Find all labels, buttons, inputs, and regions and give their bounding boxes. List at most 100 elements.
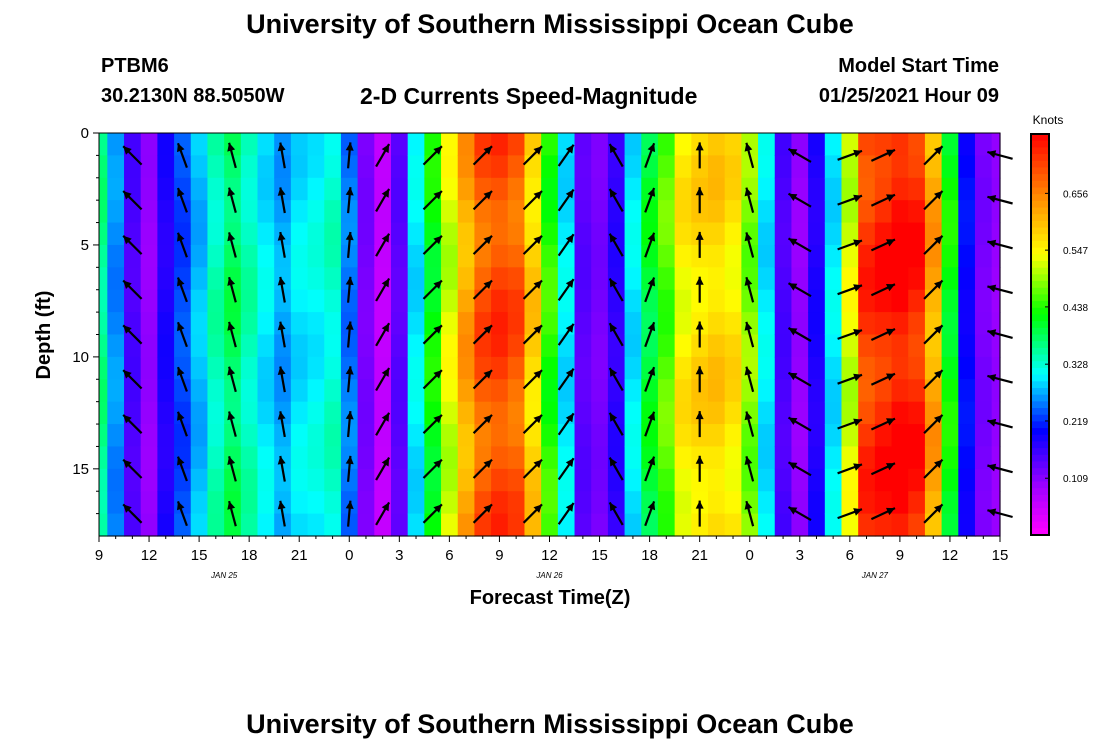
heatmap-cell — [390, 289, 409, 313]
heatmap-cell — [157, 491, 175, 515]
colorbar-band — [1031, 408, 1049, 416]
heatmap-cell — [357, 491, 375, 515]
arrow-head — [934, 325, 943, 334]
heatmap-cell — [157, 133, 175, 156]
heatmap-cell — [657, 401, 676, 425]
heatmap-cell — [541, 200, 559, 224]
heatmap-cell — [858, 177, 876, 201]
heatmap-cell — [891, 401, 909, 425]
arrow-head — [886, 507, 895, 516]
heatmap-cell — [157, 446, 175, 470]
heatmap-cell — [390, 312, 409, 336]
heatmap-cell — [624, 401, 642, 425]
arrow-head — [565, 323, 574, 333]
heatmap-cell — [224, 289, 242, 313]
arrow-head — [533, 146, 542, 155]
current-arrow — [608, 457, 624, 481]
arrow-head — [177, 143, 185, 153]
station-coordinates: 30.2130N 88.5050W — [101, 85, 285, 107]
heatmap-cell — [240, 244, 259, 268]
heatmap-cell — [824, 513, 843, 537]
heatmap-cell — [674, 267, 692, 291]
heatmap-cell — [324, 424, 342, 448]
heatmap-cell — [140, 222, 158, 246]
heatmap-cell — [190, 446, 209, 470]
heatmap-cell — [441, 200, 459, 224]
heatmap-cell — [874, 513, 893, 537]
heatmap-cell — [157, 334, 175, 358]
heatmap-cell — [741, 334, 759, 358]
arrow-head — [609, 457, 618, 467]
heatmap-cell — [874, 468, 893, 492]
heatmap-cell — [674, 356, 692, 380]
current-arrow — [472, 279, 493, 300]
heatmap-cell — [574, 200, 592, 224]
heatmap-cell — [724, 379, 742, 403]
heatmap-cell — [591, 468, 609, 492]
current-arrow — [608, 188, 624, 212]
heatmap-cell — [274, 155, 292, 179]
arrow-head — [934, 504, 943, 513]
heatmap-cell — [941, 491, 959, 515]
colorbar-band — [1031, 140, 1049, 148]
colorbar-band — [1031, 528, 1049, 536]
heatmap-cell — [457, 289, 476, 313]
heatmap-cell — [99, 155, 108, 179]
colorbar-band — [1031, 174, 1049, 182]
heatmap-cell — [991, 267, 1001, 291]
heatmap-cell — [624, 513, 642, 537]
heatmap-cell — [774, 446, 793, 470]
x-tick-label: 0 — [345, 547, 353, 564]
arrow-head — [123, 235, 132, 245]
heatmap-cell — [657, 244, 676, 268]
heatmap-cell — [824, 334, 843, 358]
current-arrow — [522, 458, 543, 479]
arrow-head — [987, 463, 997, 472]
current-arrow — [787, 506, 812, 522]
colorbar-band — [1031, 414, 1049, 422]
arrow-head — [609, 412, 618, 422]
arrow-head — [647, 322, 656, 332]
heatmap-cell — [491, 267, 509, 291]
heatmap-cell — [474, 513, 492, 537]
colorbar-tick-label: 0.109 — [1063, 474, 1088, 485]
heatmap-cell — [174, 491, 192, 515]
heatmap-cell — [674, 155, 692, 179]
heatmap-cell — [991, 468, 1001, 492]
heatmap-cell — [157, 200, 175, 224]
heatmap-cell — [824, 312, 843, 336]
current-arrow — [557, 457, 575, 481]
heatmap-cell — [724, 312, 742, 336]
current-arrow — [923, 235, 944, 255]
heatmap-cell — [824, 244, 843, 268]
heatmap-cell — [441, 513, 459, 537]
heatmap-cell — [808, 222, 826, 246]
heatmap-cell — [708, 424, 726, 448]
heatmap-cell — [240, 334, 259, 358]
x-tick-label: 6 — [846, 547, 854, 564]
heatmap-cell — [240, 379, 259, 403]
heatmap-cell — [708, 289, 726, 313]
heatmap-cell — [941, 244, 959, 268]
heatmap-cell — [107, 468, 125, 492]
heatmap-cell — [674, 446, 692, 470]
heatmap-cell — [99, 267, 108, 291]
heatmap-cell — [624, 222, 642, 246]
current-arrow — [787, 461, 812, 477]
heatmap-cell — [240, 424, 259, 448]
date-label: JAN 26 — [535, 571, 563, 580]
current-arrow — [744, 411, 755, 437]
heatmap-cell — [240, 177, 259, 201]
heatmap-cell — [157, 356, 175, 380]
heatmap-cell — [257, 356, 275, 380]
heatmap-cell — [157, 177, 175, 201]
heatmap-cell — [891, 356, 909, 380]
heatmap-cell — [724, 133, 742, 156]
current-arrow — [227, 366, 237, 393]
heatmap-cell — [891, 424, 909, 448]
heatmap-cell — [140, 424, 158, 448]
current-arrow — [176, 277, 188, 303]
heatmap-cell — [858, 446, 876, 470]
heatmap-cell — [174, 334, 192, 358]
page-title: University of Southern Mississippi Ocean… — [246, 9, 854, 39]
